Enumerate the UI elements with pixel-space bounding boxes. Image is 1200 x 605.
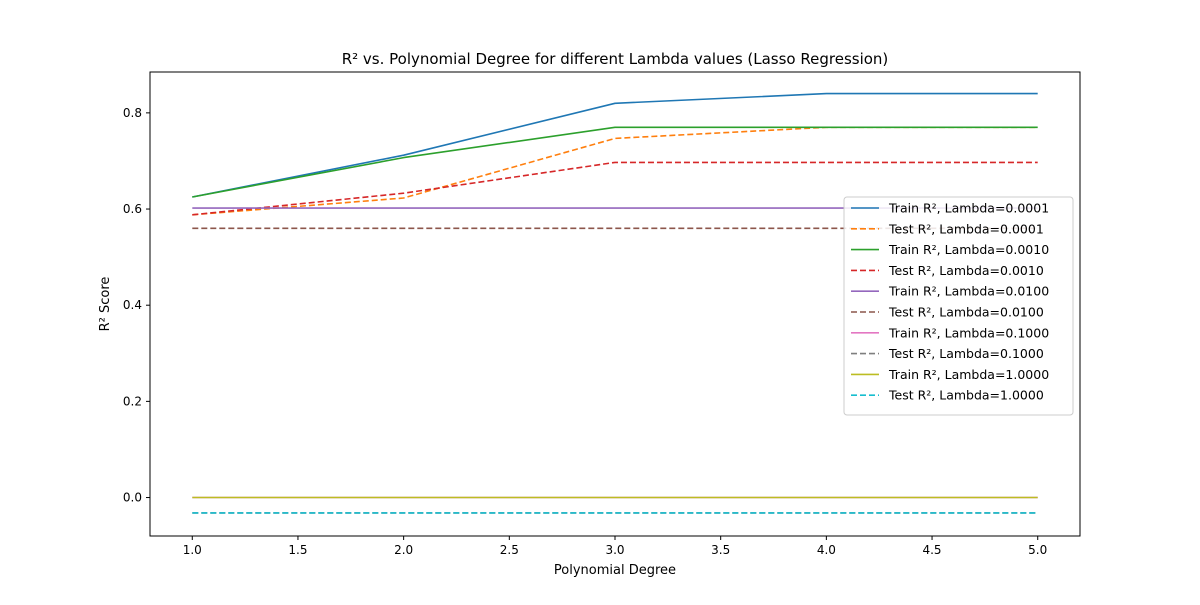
x-tick-label: 1.5 — [288, 543, 307, 557]
x-tick-label: 4.0 — [817, 543, 836, 557]
legend-label-0: Train R², Lambda=0.0001 — [888, 201, 1049, 216]
legend-box — [843, 196, 1074, 416]
legend-label-9: Test R², Lambda=1.0000 — [888, 388, 1044, 403]
legend-label-3: Test R², Lambda=0.0010 — [888, 263, 1044, 278]
x-tick-label: 2.0 — [394, 543, 413, 557]
series-layer — [192, 92, 1038, 514]
x-tick-label: 1.0 — [183, 543, 202, 557]
legend-label-4: Train R², Lambda=0.0100 — [888, 284, 1049, 299]
legend-label-5: Test R², Lambda=0.0100 — [888, 305, 1044, 320]
y-tick-label: 0.2 — [123, 394, 142, 408]
x-tick-label: 4.5 — [922, 543, 941, 557]
x-tick-label: 3.5 — [711, 543, 730, 557]
series-line-0 — [192, 92, 1038, 198]
legend-label-1: Test R², Lambda=0.0001 — [888, 221, 1044, 236]
series-line-3 — [192, 161, 1038, 216]
chart-title: R² vs. Polynomial Degree for different L… — [342, 50, 889, 68]
y-tick-label: 0.4 — [123, 298, 142, 312]
legend-label-7: Test R², Lambda=0.1000 — [888, 346, 1044, 361]
legend-label-6: Train R², Lambda=0.1000 — [888, 325, 1049, 340]
series-line-2 — [192, 126, 1038, 198]
x-tick-label: 5.0 — [1028, 543, 1047, 557]
legend-label-8: Train R², Lambda=1.0000 — [888, 367, 1049, 382]
y-axis-label: R² Score — [98, 277, 113, 332]
y-tick-label: 0.0 — [123, 491, 142, 505]
y-tick-label: 0.8 — [123, 106, 142, 120]
x-tick-label: 3.0 — [605, 543, 624, 557]
x-axis-label: Polynomial Degree — [554, 563, 676, 578]
y-tick-label: 0.6 — [123, 202, 142, 216]
legend-label-2: Train R², Lambda=0.0010 — [888, 242, 1049, 257]
x-tick-label: 2.5 — [500, 543, 519, 557]
x-axis: 1.0 1.5 2.0 2.5 3.0 3.5 4.0 4.5 5.0 — [183, 536, 1047, 557]
y-axis: 0.0 0.2 0.4 0.6 0.8 — [123, 106, 150, 505]
legend: Train R², Lambda=0.0001 Test R², Lambda=0… — [843, 196, 1074, 416]
